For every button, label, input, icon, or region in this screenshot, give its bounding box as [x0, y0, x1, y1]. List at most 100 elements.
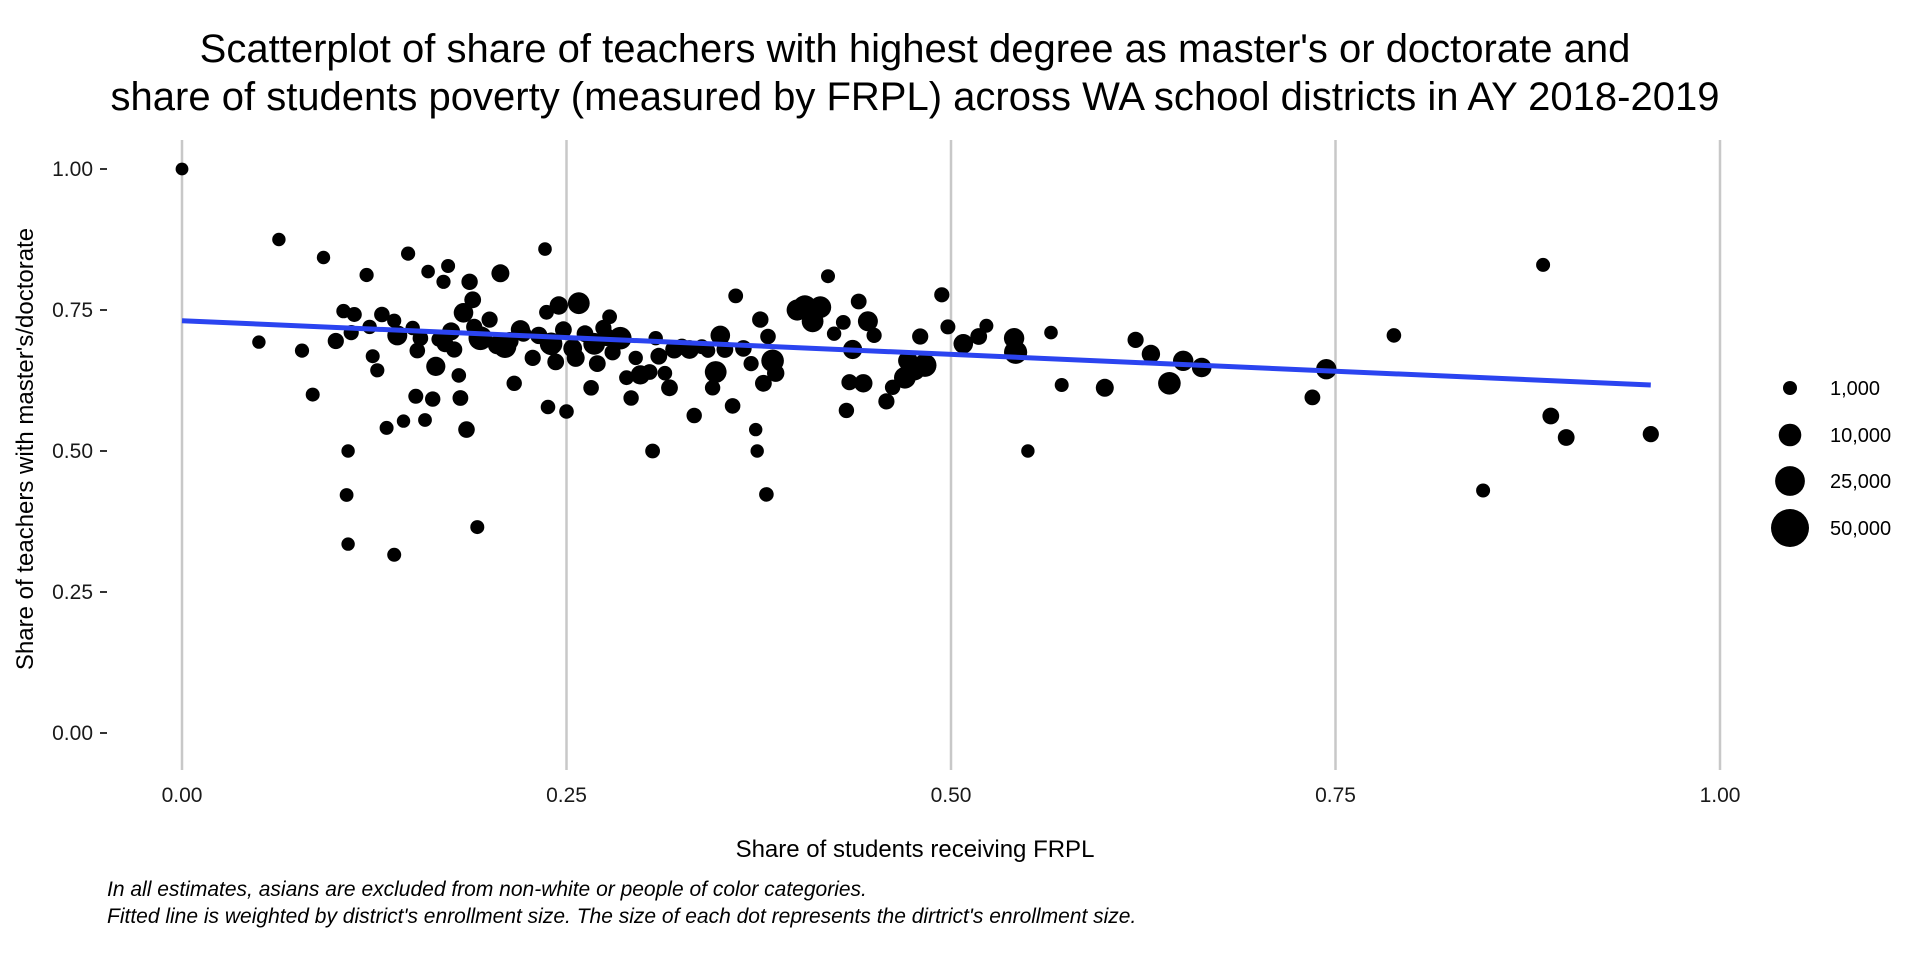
caption-line-2: Fitted line is weighted by district's en… [107, 905, 1136, 928]
scatter-point [408, 388, 424, 404]
scatter-point [1173, 350, 1194, 371]
scatter-point [835, 315, 851, 330]
scatter-point [436, 274, 451, 289]
x-tick-label: 0.25 [546, 784, 587, 807]
scatter-point [1386, 328, 1402, 343]
scatter-point [979, 318, 994, 333]
scatter-point [1044, 325, 1058, 340]
scatter-point [359, 267, 374, 283]
y-tick-label: 0.25 [52, 581, 93, 604]
scatter-point [1642, 426, 1659, 443]
fitted-line [181, 318, 1651, 388]
scatter-point [786, 299, 808, 321]
scatter-point [809, 296, 832, 319]
scatter-point [704, 380, 721, 396]
scatter-point [365, 349, 380, 364]
x-axis: 0.00 0.25 0.50 0.75 1.00 [162, 784, 1741, 807]
scatter-point [401, 246, 416, 261]
scatter-point [595, 319, 612, 337]
scatter-point [481, 311, 498, 328]
chart-title-line-1: Scatterplot of share of teachers with hi… [200, 27, 1631, 71]
scatter-point [1054, 378, 1069, 392]
scatter-point [272, 232, 286, 247]
scatter-point [341, 537, 355, 551]
legend-key-dot [1778, 423, 1802, 447]
scatter-point [583, 380, 599, 396]
legend-label: 25,000 [1830, 471, 1891, 493]
scatter-point [441, 259, 456, 273]
scatter-point [431, 331, 447, 347]
scatter-point [567, 292, 590, 315]
scatter-point [370, 363, 385, 378]
scatter-point [396, 414, 411, 428]
scatter-point [339, 488, 354, 502]
scatter-point [602, 309, 617, 325]
scatter-point [327, 332, 344, 350]
scatter-point [1095, 378, 1114, 397]
x-axis-title: Share of students receiving FRPL [736, 836, 1095, 863]
scatter-point [710, 325, 731, 346]
scatter-point [749, 422, 763, 437]
scatter-point [461, 273, 478, 290]
scatter-point [540, 399, 556, 415]
scatter-point [464, 291, 482, 309]
y-tick-label: 0.75 [52, 299, 93, 322]
scatter-point [305, 387, 320, 402]
y-tick-label: 1.00 [52, 158, 93, 181]
scatter-point [452, 390, 469, 406]
scatter-point [759, 487, 774, 502]
scatter-point [700, 343, 716, 358]
scatter-point [421, 264, 435, 279]
scatter-point [750, 444, 764, 458]
y-tick-label: 0.00 [52, 722, 93, 745]
scatter-point [379, 420, 394, 435]
x-tick-label: 1.00 [1700, 784, 1741, 807]
scatter-point [1557, 429, 1575, 446]
scatter-point [409, 342, 426, 359]
scatter-point [878, 393, 895, 410]
scatter-point [898, 351, 918, 371]
y-axis: 0.00 0.25 0.50 0.75 1.00 [52, 158, 107, 745]
scatter-point [838, 402, 855, 419]
scatter-point [604, 344, 621, 361]
scatter-point [1158, 372, 1181, 395]
scatter-point [425, 391, 441, 407]
scatter-point [549, 296, 568, 315]
scatter-point [724, 398, 741, 414]
scatter-point [1003, 328, 1025, 349]
fit-line [181, 318, 1651, 388]
scatter-point [728, 288, 744, 304]
scatter-point [387, 547, 402, 562]
legend-label: 1,000 [1830, 378, 1880, 400]
legend-key-dot [1771, 509, 1809, 547]
caption-line-1: In all estimates, asians are excluded fr… [107, 878, 867, 901]
scatter-point [555, 321, 572, 339]
scatter-point [755, 374, 772, 392]
scatter-point [866, 327, 882, 343]
scatter-point [650, 347, 668, 365]
scatter-point [453, 303, 474, 323]
scatter-point [912, 328, 929, 345]
scatter-point [657, 365, 673, 381]
scatter-point [418, 413, 432, 427]
scatter-point [661, 379, 678, 397]
scatter-point [316, 250, 331, 265]
scatter-point [619, 370, 634, 386]
scatter-point [524, 349, 541, 366]
scatter-point [547, 353, 565, 371]
scatter-point [767, 364, 785, 382]
scatter-point [458, 421, 475, 438]
chart-caption: In all estimates, asians are excluded fr… [107, 878, 1136, 928]
x-tick-label: 0.50 [931, 784, 972, 807]
legend-key-dot [1783, 381, 1797, 395]
y-axis-title: Share of teachers with master's/doctorat… [12, 228, 39, 670]
scatter-point [412, 330, 429, 347]
scatter-point [645, 443, 660, 459]
scatter-point [491, 264, 510, 283]
scatter-point [841, 374, 858, 391]
scatter-point [884, 379, 901, 395]
legend-label: 50,000 [1830, 518, 1891, 540]
scatter-point [970, 328, 988, 345]
scatter-point [1127, 331, 1144, 348]
